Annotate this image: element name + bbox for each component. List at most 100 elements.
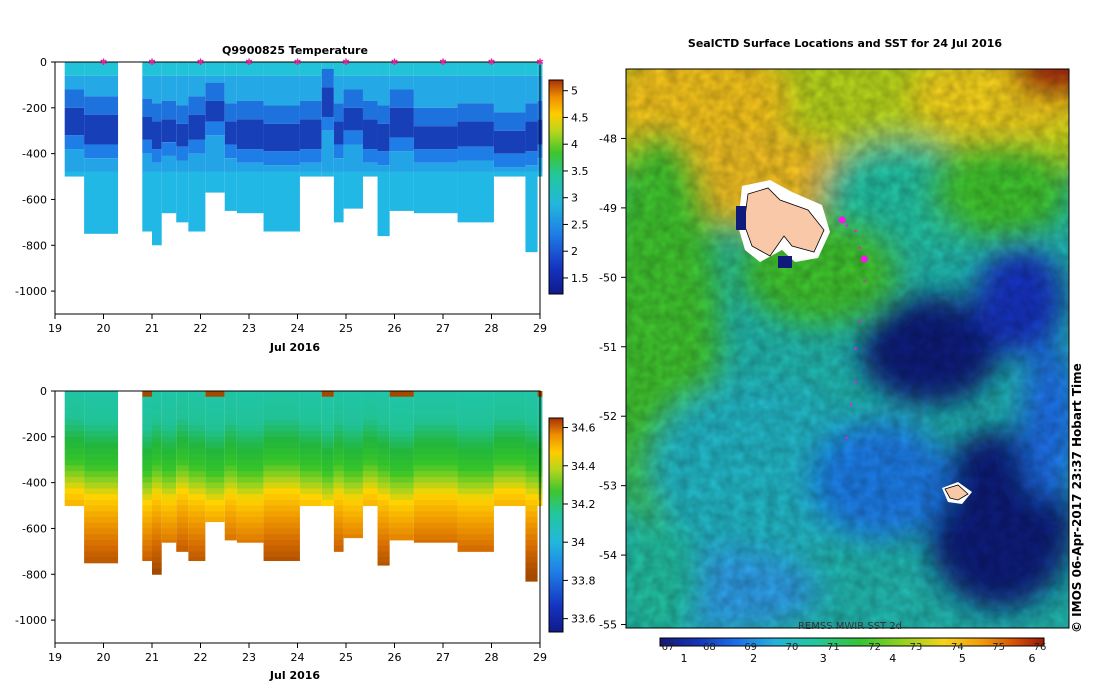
salinity-profile-band (493, 419, 526, 426)
salinity-profile-band (152, 413, 162, 421)
salinity-profile (176, 391, 189, 552)
salinity-profile-band (525, 413, 538, 421)
temperature-profile (333, 62, 344, 223)
salinity-profile-band (493, 499, 526, 507)
temperature-profile-band (161, 155, 177, 172)
salinity-profile-band (263, 539, 300, 547)
salinity-profile-band (152, 528, 162, 535)
salinity-profile-band (525, 425, 538, 432)
temperature-profile (205, 62, 225, 193)
temperature-profile-band (333, 75, 344, 104)
temperature-profile-band (299, 119, 322, 150)
salinity-profile-band (321, 471, 334, 478)
temperature-profile-band (343, 130, 363, 145)
salinity-profile-band (84, 551, 119, 558)
temperature-profile-band (333, 62, 344, 76)
temperature-profile-band (152, 103, 162, 122)
salinity-profile-band (321, 494, 334, 501)
salinity-profile-band (64, 482, 85, 489)
salinity-profile-band (389, 505, 414, 512)
temp-ytick-label: -200 (22, 102, 47, 115)
salinity-profile-band (176, 517, 189, 524)
salinity-profile-band (362, 482, 378, 489)
salinity-profile-band (176, 539, 189, 547)
salinity-profile-band (377, 419, 390, 426)
salinity-profile-band (84, 511, 119, 518)
temperature-y-ticks: 0 -200 -400 -600 -800 -1000 (15, 56, 55, 298)
salinity-profile-band (142, 511, 152, 518)
temperature-profile-band (84, 114, 119, 145)
salinity-profile-band (188, 408, 206, 415)
temperature-profile-band (161, 171, 177, 214)
temp-ytick-label: -800 (22, 239, 47, 252)
temperature-profile-band (142, 171, 152, 232)
salinity-profile-band (263, 425, 300, 432)
salinity-profile-band (161, 425, 177, 432)
temperature-profile-band (176, 146, 189, 161)
salinity-xlabel: Jul 2016 (269, 669, 320, 682)
salinity-profile-band (236, 419, 264, 426)
temperature-profile-band (188, 75, 206, 97)
temperature-profile-band (343, 144, 363, 172)
salinity-colorbar (548, 417, 564, 633)
salinity-profile-band (377, 436, 390, 444)
salinity-profile-band (152, 488, 162, 495)
salinity-profile-band (525, 534, 538, 541)
salinity-profile-band (343, 488, 363, 495)
salinity-profile-band (413, 539, 458, 543)
salinity-profile-band (224, 413, 237, 421)
temperature-profile (389, 62, 414, 211)
salinity-profile-band (343, 425, 363, 432)
salinity-profile-band (161, 396, 177, 403)
salinity-profile-band (457, 402, 494, 409)
salinity-profile-band (176, 391, 189, 398)
salinity-profile-band (188, 471, 206, 478)
salinity-profile-band (389, 511, 414, 518)
salinity-profile (333, 391, 344, 552)
salinity-profile (413, 391, 458, 543)
salinity-profile-band (236, 534, 264, 541)
salinity-profile-band (263, 482, 300, 489)
salinity-profile-band (457, 454, 494, 461)
salinity-profile-band (377, 522, 390, 529)
sal-xtick-label: 23 (242, 651, 256, 664)
temperature-profile-band (188, 114, 206, 140)
salinity-profile-band (333, 528, 344, 535)
salinity-profile-band (263, 431, 300, 438)
salinity-profile-band (142, 505, 152, 512)
temperature-profile-band (493, 75, 526, 113)
temperature-profile (457, 62, 494, 223)
salinity-profile-band (525, 499, 538, 507)
temperature-xlabel: Jul 2016 (269, 341, 320, 354)
salinity-profile-band (377, 476, 390, 484)
salinity-profile-band (142, 517, 152, 524)
temperature-profile-band (236, 100, 264, 120)
temperature-profile-band (457, 121, 494, 147)
salinity-profile-band (64, 499, 85, 507)
sst-colorbar-bottom-ticks: 1 2 3 4 5 6 (681, 652, 1036, 665)
salinity-colorbar-tick-label: 34.6 (571, 422, 596, 435)
salinity-profile-band (205, 425, 225, 432)
salinity-profile-band (525, 505, 538, 512)
temperature-profile-band (333, 171, 344, 223)
temperature-profile-band (152, 149, 162, 163)
salinity-profile-band (333, 465, 344, 472)
salinity-profile-band (84, 482, 119, 489)
salinity-profile-band (343, 391, 363, 398)
salinity-profile-band (224, 505, 237, 512)
salinity-colorbar-tick-label: 34.4 (571, 460, 596, 473)
salinity-profile-band (299, 413, 322, 421)
salinity-profile-band (321, 396, 334, 403)
salinity-profile-band (152, 505, 162, 512)
salinity-profile-band (84, 522, 119, 529)
salinity-profile-band (377, 442, 390, 449)
temperature-title: Q9900825 Temperature (222, 44, 368, 57)
sal-xtick-label: 26 (388, 651, 402, 664)
salinity-profile-band (64, 396, 85, 403)
sst-colorbar-tick-top: 75 (992, 642, 1005, 653)
salinity-profile-band (176, 459, 189, 466)
salinity-profile-band (321, 436, 334, 444)
sal-xtick-label: 25 (339, 651, 353, 664)
salinity-profile-band (152, 539, 162, 547)
salinity-profile-band (457, 534, 494, 541)
